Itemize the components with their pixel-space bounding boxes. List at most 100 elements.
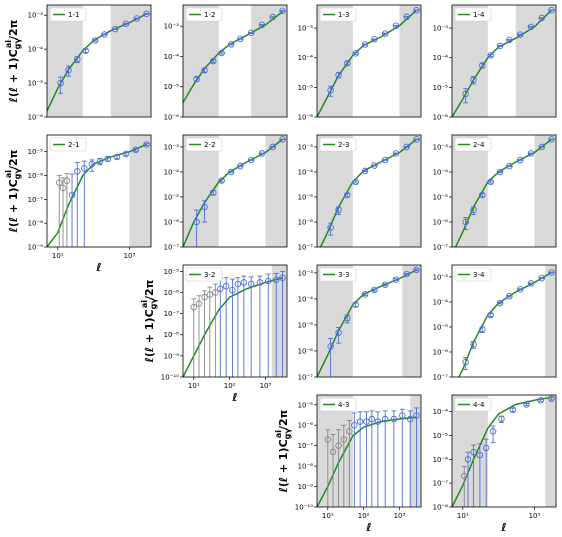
legend: 4-3	[319, 397, 357, 412]
data-point	[496, 299, 504, 307]
legend: 1-4	[454, 7, 492, 22]
y-axis-label-part: ℓ(ℓ + 1)C	[7, 179, 20, 233]
data-point	[381, 415, 389, 423]
data-point	[222, 282, 230, 290]
error-bar	[393, 152, 399, 155]
data-point	[344, 315, 351, 322]
data-point	[374, 418, 382, 425]
data-point	[413, 136, 420, 143]
error-bar	[369, 410, 375, 507]
data-point	[340, 436, 348, 443]
data-point	[487, 52, 494, 59]
data-point	[81, 165, 88, 172]
y-tick-label: 10⁻⁹	[28, 244, 44, 252]
data-point	[272, 276, 280, 284]
y-axis-label-part: /2π	[7, 149, 20, 170]
data-point	[234, 280, 242, 288]
x-tick-label: 10¹	[322, 512, 334, 520]
data-point	[371, 35, 378, 43]
legend-box	[454, 267, 492, 282]
shaded-region	[452, 5, 488, 117]
shaded-region	[410, 395, 421, 507]
data-point	[487, 178, 494, 186]
error-bar	[270, 16, 276, 18]
data-point	[403, 13, 410, 21]
error-bar	[549, 9, 555, 11]
shaded-region	[545, 395, 556, 507]
legend: 2-3	[319, 137, 357, 152]
error-bar	[539, 17, 545, 19]
panel: 10⁻⁸ 10⁻⁷ 10⁻⁶ 10⁻⁵ 10⁻⁴ 10¹ 10³ ℓ 4-4	[433, 394, 557, 534]
legend-label: 1-1	[68, 11, 79, 19]
data-point	[111, 25, 119, 33]
error-bar	[144, 12, 150, 15]
y-tick-label: 10⁻⁶	[28, 172, 44, 180]
data-point	[279, 274, 286, 281]
error-bar	[273, 272, 279, 377]
data-point	[193, 218, 200, 226]
legend-label: 1-4	[473, 11, 485, 19]
error-bar	[371, 288, 377, 292]
error-bar	[404, 16, 410, 18]
error-bar	[202, 290, 208, 377]
error-bar	[259, 24, 265, 26]
y-tick-label: 10⁻⁵	[433, 84, 449, 92]
panel: 10⁻¹⁰ 10⁻⁹ 10⁻⁸ 10⁻⁷ 10⁻⁶ 10⁻⁵ 10¹ 10² 10³ ℓ ℓ(ℓ +…	[274, 394, 422, 534]
data-point	[413, 6, 420, 14]
data-point	[68, 191, 76, 199]
error-bar	[404, 272, 410, 276]
y-tick-label: 10⁻³	[164, 143, 180, 151]
data-point	[381, 156, 389, 164]
error-bar	[83, 48, 89, 53]
data-point	[496, 168, 504, 176]
error-bar	[58, 76, 64, 94]
error-bar	[539, 277, 545, 280]
error-bar	[207, 286, 213, 377]
legend-label: 3-3	[338, 271, 349, 279]
data-point	[88, 160, 96, 168]
error-bar	[391, 410, 397, 507]
error-bar	[528, 26, 534, 28]
data-point	[63, 177, 71, 185]
data-point	[523, 401, 530, 408]
axes-frame	[182, 4, 288, 118]
legend: 3-2	[185, 267, 223, 282]
error-bar	[270, 146, 276, 148]
axes-frame	[182, 134, 288, 248]
panel: 10⁻⁶ 10⁻⁵ 10⁻⁴ 10⁻³ ℓ(ℓ + 1)Cgγai/2π 1-1	[4, 4, 152, 122]
data-point	[352, 178, 359, 186]
y-axis-label: ℓ(ℓ + 1)Cgγai/2π	[4, 149, 22, 233]
error-bar	[330, 434, 336, 507]
data-point	[256, 279, 264, 286]
plot-area	[452, 135, 556, 247]
error-bar	[465, 451, 471, 507]
legend-box	[454, 137, 492, 152]
x-axis-label: ℓ	[365, 521, 371, 534]
data-point	[487, 311, 494, 319]
data-point	[392, 150, 400, 157]
shaded-region	[545, 265, 556, 377]
error-bar	[325, 429, 331, 507]
data-point	[258, 150, 266, 157]
data-point	[279, 136, 286, 143]
y-axis-label-part: ai	[140, 300, 149, 308]
error-bar	[101, 33, 107, 36]
data-point	[403, 270, 410, 278]
error-bar	[549, 397, 555, 401]
x-tick-label: 10¹	[457, 512, 469, 520]
data-point	[237, 35, 244, 43]
shaded-region	[110, 5, 151, 117]
error-bar	[375, 411, 381, 507]
data-point	[461, 472, 468, 480]
y-tick-label: 10⁻⁶	[298, 347, 314, 355]
data-point	[470, 76, 477, 84]
error-bar	[414, 407, 420, 507]
y-tick-label: 10⁻⁴	[433, 408, 449, 416]
y-tick-label: 10⁻⁵	[433, 432, 449, 440]
y-axis-label-part: gγ	[149, 298, 158, 310]
x-tick-label: 10¹	[188, 382, 200, 390]
y-axis-label-part: /2π	[7, 19, 20, 40]
data-point	[516, 156, 524, 164]
y-axis-label: ℓ(ℓ + 1)Cgγai/2π	[4, 19, 22, 103]
y-tick-label: 10⁻⁷	[433, 244, 449, 252]
